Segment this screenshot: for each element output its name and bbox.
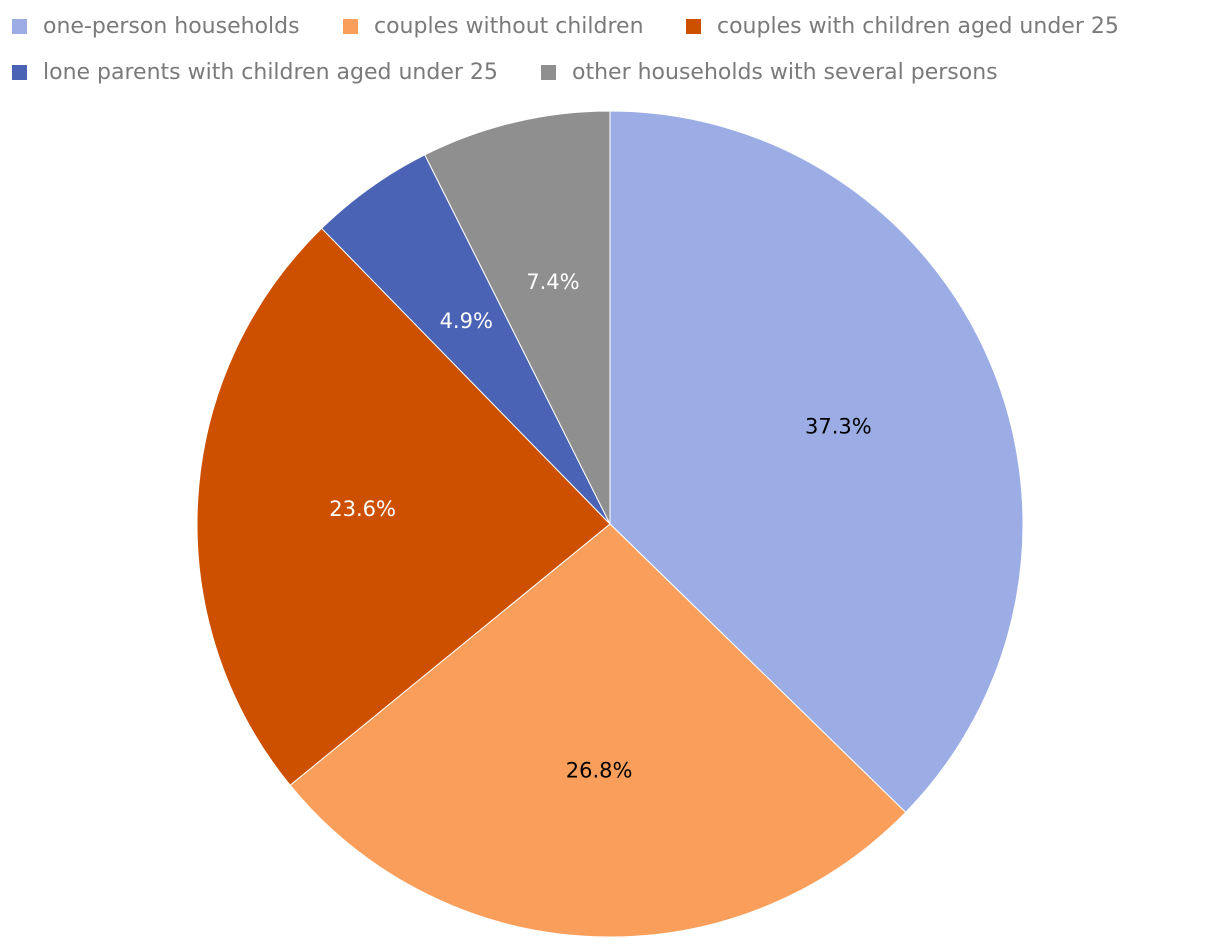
- data-label-one-person-households: 37.3%: [805, 415, 872, 439]
- legend-swatch: [686, 19, 701, 34]
- pie-slice-one-person-households[interactable]: [609, 110, 1024, 814]
- legend-item-lone-parents[interactable]: lone parents with children aged under 25: [12, 60, 498, 85]
- legend-label: other households with several persons: [572, 60, 998, 85]
- data-label-couples-without-children: 26.8%: [566, 759, 633, 783]
- data-label-other-households: 7.4%: [526, 270, 579, 294]
- legend: one-person households couples without ch…: [0, 0, 1220, 100]
- pie-labels: 37.3% 26.8% 23.6% 4.9% 7.4%: [329, 270, 871, 783]
- legend-item-couples-without-children[interactable]: couples without children: [343, 14, 644, 39]
- legend-label: lone parents with children aged under 25: [43, 60, 498, 85]
- legend-label: couples without children: [374, 14, 644, 39]
- data-label-couples-with-children: 23.6%: [329, 497, 396, 521]
- pie-slice-other-households[interactable]: [424, 110, 611, 525]
- legend-item-other-households[interactable]: other households with several persons: [541, 60, 998, 85]
- pie-slices: [196, 110, 1024, 938]
- legend-swatch: [343, 19, 358, 34]
- legend-swatch: [12, 65, 27, 80]
- legend-item-one-person-households[interactable]: one-person households: [12, 14, 300, 39]
- data-label-lone-parents: 4.9%: [440, 309, 493, 333]
- legend-swatch: [12, 19, 27, 34]
- pie-slice-couples-with-children[interactable]: [196, 227, 611, 786]
- pie-slice-couples-without-children[interactable]: [289, 523, 907, 938]
- legend-swatch: [541, 65, 556, 80]
- legend-item-couples-with-children[interactable]: couples with children aged under 25: [686, 14, 1119, 39]
- legend-label: one-person households: [43, 14, 300, 39]
- legend-label: couples with children aged under 25: [717, 14, 1119, 39]
